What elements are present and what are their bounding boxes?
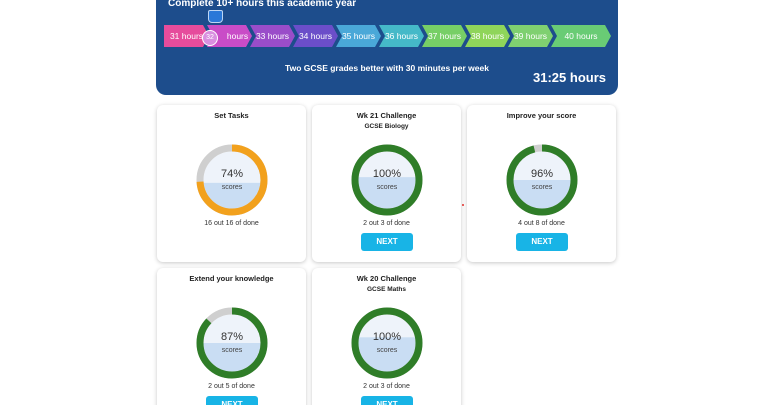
gauge-percent: 100%	[372, 168, 402, 180]
timeline-segment: 31 hours	[164, 25, 209, 47]
score-gauge: 100% scores	[350, 143, 424, 217]
card-title: Wk 20 Challenge	[356, 274, 417, 283]
score-gauge: 96% scores	[505, 143, 579, 217]
banner-subtitle: Two GCSE grades better with 30 minutes p…	[285, 63, 489, 73]
timeline-segment: 35 hours	[336, 25, 381, 47]
card-wk21-challenge[interactable]: Wk 21 Challenge GCSE Biology 100% scores…	[312, 105, 461, 262]
card-title: Wk 21 Challenge	[356, 111, 417, 120]
gauge-percent: 74%	[220, 168, 244, 180]
card-wk20-challenge[interactable]: Wk 20 Challenge GCSE Maths 100% scores 2…	[312, 268, 461, 405]
gauge-svg	[351, 144, 423, 216]
gauge-svg	[196, 144, 268, 216]
gauge-label: scores	[376, 347, 398, 354]
card-set-tasks[interactable]: Set Tasks 74% scores 16 out 16 of done	[157, 105, 306, 262]
timeline-segment: 33 hours	[250, 25, 295, 47]
progress-text: 4 out 8 of done	[518, 220, 565, 227]
gauge-percent: 96%	[530, 168, 554, 180]
gauge-percent: 100%	[372, 331, 402, 343]
next-button[interactable]: NEXT	[361, 233, 413, 251]
gauge-label: scores	[376, 184, 398, 191]
progress-text: 2 out 3 of done	[363, 383, 410, 390]
progress-text: 16 out 16 of done	[204, 220, 259, 227]
progress-text: 2 out 3 of done	[363, 220, 410, 227]
timeline-segment: 40 hours	[551, 25, 611, 47]
hours-timeline: 31 hours hours 33 hours 34 hours 35 hour…	[164, 25, 611, 47]
score-gauge: 87% scores	[195, 306, 269, 380]
total-hours: 31:25 hours	[533, 70, 606, 85]
timeline-segment: hours	[207, 25, 252, 47]
card-subtitle: GCSE Biology	[364, 123, 409, 130]
gauge-svg	[351, 307, 423, 379]
next-button[interactable]: NEXT	[361, 396, 413, 405]
gauge-arc	[196, 307, 268, 379]
gauge-arc	[196, 144, 268, 216]
gauge-arc	[351, 307, 423, 379]
score-gauge: 100% scores	[350, 306, 424, 380]
gauge-svg	[506, 144, 578, 216]
hours-banner: Complete 10+ hours this academic year 31…	[156, 0, 618, 95]
card-title: Improve your score	[506, 111, 577, 120]
timeline-segment: 34 hours	[293, 25, 338, 47]
banner-title: Complete 10+ hours this academic year	[168, 0, 357, 9]
card-title: Set Tasks	[214, 111, 249, 120]
card-extend-knowledge[interactable]: Extend your knowledge 87% scores 2 out 5…	[157, 268, 306, 405]
gauge-label: scores	[221, 347, 243, 354]
gauge-percent: 87%	[220, 331, 244, 343]
next-button[interactable]: NEXT	[516, 233, 568, 251]
score-gauge: 74% scores	[195, 143, 269, 217]
gauge-arc	[506, 144, 578, 216]
timeline-segment: 36 hours	[379, 25, 424, 47]
gauge-arc	[351, 144, 423, 216]
card-title: Extend your knowledge	[189, 274, 274, 283]
card-improve-score[interactable]: Improve your score 96% scores 4 out 8 of…	[467, 105, 616, 262]
timeline-segment: 37 hours	[422, 25, 467, 47]
cursor-dot	[462, 204, 464, 206]
current-hours-indicator: 32	[202, 30, 218, 46]
card-subtitle: GCSE Maths	[366, 286, 406, 293]
current-position-marker-icon	[208, 10, 223, 23]
gauge-label: scores	[221, 184, 243, 191]
progress-text: 2 out 5 of done	[208, 383, 255, 390]
gauge-label: scores	[531, 184, 553, 191]
timeline-segment: 39 hours	[508, 25, 553, 47]
timeline-segment: 38 hours	[465, 25, 510, 47]
next-button[interactable]: NEXT	[206, 396, 258, 405]
gauge-svg	[196, 307, 268, 379]
